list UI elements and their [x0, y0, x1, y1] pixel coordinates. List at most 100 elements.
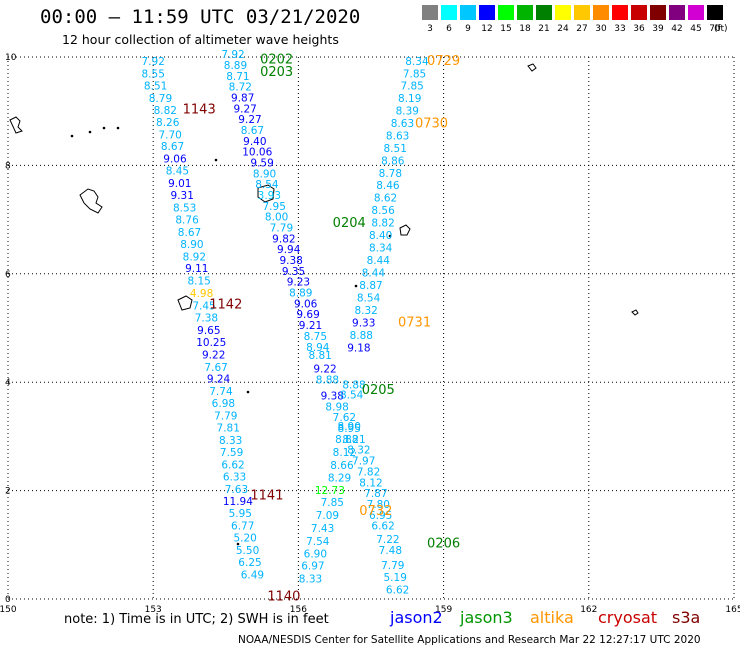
wave-height-label: 7.54 [306, 536, 330, 548]
wave-height-label: 8.45 [166, 166, 189, 178]
island-outline [257, 184, 275, 203]
wave-height-label: 8.89 [289, 288, 312, 300]
wave-height-label: 8.44 [362, 268, 386, 280]
island-dot [102, 126, 106, 130]
pass-id-label: 0205 [362, 383, 395, 398]
wave-height-label: 8.29 [328, 472, 351, 484]
wave-height-label: 9.82 [272, 233, 295, 245]
wave-height-label: 8.94 [306, 342, 330, 354]
wave-height-label: 10.25 [196, 337, 226, 349]
wave-height-label: 9.94 [277, 244, 301, 256]
wave-height-label: 8.46 [376, 180, 400, 192]
pass-id-label: 0204 [333, 216, 366, 231]
wave-height-label: 8.54 [357, 292, 381, 304]
wave-height-label: 9.22 [202, 349, 225, 361]
satellite-name: altika [530, 608, 574, 627]
wave-height-label: 8.71 [226, 71, 249, 83]
legend-value: 15 [500, 24, 512, 34]
wave-height-label: 9.33 [352, 317, 375, 329]
wave-height-label: 8.33 [219, 435, 242, 447]
wave-height-label: 8.67 [241, 125, 264, 137]
wave-height-label: 7.92 [142, 56, 165, 68]
pass-id-label: 1142 [209, 297, 242, 312]
wave-height-label: 6.33 [223, 471, 246, 483]
wave-height-label: 5.20 [233, 533, 256, 545]
wave-height-label: 8.26 [156, 117, 180, 129]
wave-height-label: 7.79 [214, 411, 237, 423]
wave-height-label: 7.79 [381, 560, 404, 572]
credit-line: NOAA/NESDIS Center for Satellite Applica… [238, 634, 701, 646]
legend-swatch [479, 5, 495, 20]
wave-height-label: 9.21 [299, 320, 322, 332]
wave-height-label: 8.12 [359, 477, 382, 489]
wave-height-label: 8.95 [338, 423, 361, 435]
wave-height-label: 9.22 [313, 363, 336, 375]
legend-swatch [460, 5, 476, 20]
wave-height-readings: 7.928.558.518.798.828.267.708.679.068.45… [142, 49, 429, 596]
legend-swatch [650, 5, 666, 20]
wave-height-label: 8.82 [371, 218, 394, 230]
wave-height-label: 9.23 [287, 277, 310, 289]
wave-height-label: 8.19 [398, 93, 421, 105]
legend-swatch [441, 5, 457, 20]
wave-height-label: 5.50 [236, 545, 259, 557]
legend-swatch [669, 5, 685, 20]
wave-height-label: 9.01 [168, 178, 191, 190]
wave-height-label: 8.51 [384, 143, 407, 155]
island-dot [70, 134, 74, 138]
legend-value: 21 [538, 24, 550, 34]
y-tick-label: 6 [5, 270, 11, 280]
island-dot [214, 158, 218, 162]
legend-swatch [688, 5, 704, 20]
wave-height-label: 7.67 [204, 362, 227, 374]
wave-height-label: 8.90 [338, 421, 361, 433]
wave-height-label: 7.09 [316, 510, 339, 522]
island-outline [9, 116, 23, 134]
legend-value: 39 [652, 24, 664, 34]
wave-height-label: 7.85 [400, 81, 423, 93]
pass-id-label: 1140 [267, 590, 300, 605]
wave-height-label: 9.06 [163, 154, 187, 166]
island-outline [399, 224, 411, 236]
wave-height-label: 5.95 [229, 508, 252, 520]
wave-height-label: 8.88 [335, 434, 358, 446]
legend-swatch [536, 5, 552, 20]
wave-height-label: 6.25 [238, 557, 261, 569]
wave-height-label: 7.62 [333, 412, 356, 424]
wave-height-label: 8.32 [354, 305, 377, 317]
wave-height-label: 7.97 [352, 456, 375, 468]
island-dot [236, 542, 240, 546]
island-dot [246, 390, 250, 394]
wave-height-label: 9.18 [347, 342, 370, 354]
legend-value: 45 [690, 24, 702, 34]
wave-height-label: 8.88 [350, 330, 373, 342]
legend-swatch [422, 5, 438, 20]
legend-value: 27 [576, 24, 588, 34]
satellite-name: cryosat [598, 608, 658, 627]
wave-height-label: 9.35 [282, 266, 305, 278]
legend-swatch [593, 5, 609, 20]
wave-height-label: 8.62 [374, 193, 397, 205]
footnote: note: 1) Time is in UTC; 2) SWH is in fe… [64, 612, 329, 627]
y-tick-label: 10 [5, 53, 17, 63]
wave-height-label: 6.62 [221, 459, 244, 471]
legend-value: 12 [481, 24, 493, 34]
pass-id-label: 1141 [250, 488, 283, 503]
satellite-name: jason3 [460, 608, 513, 627]
wave-height-label: 9.27 [233, 103, 256, 115]
wave-height-label: 9.31 [171, 190, 194, 202]
pass-id-label: 0730 [415, 116, 448, 131]
wave-height-label: 8.54 [255, 179, 279, 191]
wave-height-label: 8.81 [308, 350, 331, 362]
legend-value: 30 [595, 24, 607, 34]
wave-height-label: 7.87 [364, 488, 387, 500]
wave-height-label: 11.94 [223, 496, 253, 508]
legend-value: 6 [446, 24, 452, 34]
wave-height-label: 8.90 [180, 239, 203, 251]
wave-height-label: 8.39 [396, 105, 419, 117]
legend-swatch [574, 5, 590, 20]
wave-height-label: 9.24 [207, 374, 231, 386]
island-outline [79, 188, 103, 214]
y-tick-label: 2 [5, 487, 11, 497]
wave-height-label: 6.98 [212, 398, 235, 410]
